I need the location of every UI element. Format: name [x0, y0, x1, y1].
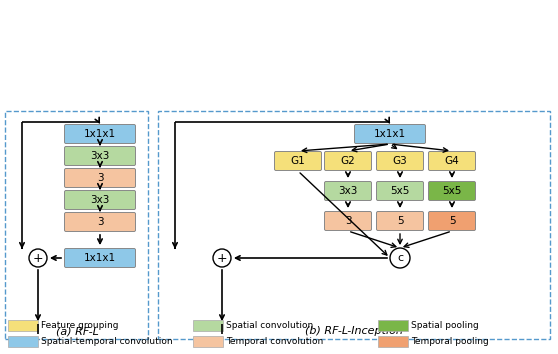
Text: (a) RF-L: (a) RF-L [56, 326, 98, 336]
FancyBboxPatch shape [8, 336, 38, 347]
Text: 5: 5 [449, 216, 455, 226]
Text: 1x1x1: 1x1x1 [374, 129, 406, 139]
Text: 3x3: 3x3 [90, 195, 110, 205]
Text: c: c [397, 253, 403, 263]
Text: (b) RF-L-Inception: (b) RF-L-Inception [305, 326, 403, 336]
Circle shape [29, 249, 47, 267]
FancyBboxPatch shape [377, 182, 424, 200]
Text: Feature grouping: Feature grouping [41, 320, 118, 330]
Text: 5: 5 [397, 216, 403, 226]
FancyBboxPatch shape [354, 125, 426, 143]
FancyBboxPatch shape [378, 320, 408, 331]
FancyBboxPatch shape [8, 320, 38, 331]
Text: 3x3: 3x3 [338, 186, 358, 196]
Text: 3x3: 3x3 [90, 151, 110, 161]
Text: 5x5: 5x5 [390, 186, 410, 196]
FancyBboxPatch shape [377, 152, 424, 171]
FancyBboxPatch shape [429, 182, 475, 200]
FancyBboxPatch shape [325, 211, 372, 230]
FancyBboxPatch shape [429, 152, 475, 171]
FancyBboxPatch shape [377, 211, 424, 230]
Text: G4: G4 [445, 156, 459, 166]
FancyBboxPatch shape [65, 212, 136, 232]
Circle shape [390, 248, 410, 268]
FancyBboxPatch shape [325, 152, 372, 171]
FancyBboxPatch shape [193, 320, 223, 331]
Text: Spatial pooling: Spatial pooling [411, 320, 479, 330]
Text: +: + [217, 251, 227, 264]
FancyBboxPatch shape [65, 190, 136, 210]
Text: 3: 3 [97, 173, 103, 183]
Text: Spatial convolution: Spatial convolution [226, 320, 313, 330]
Text: 1x1x1: 1x1x1 [84, 129, 116, 139]
FancyBboxPatch shape [378, 336, 408, 347]
FancyBboxPatch shape [65, 147, 136, 166]
Text: Temporal convolution: Temporal convolution [226, 337, 323, 346]
Text: 5x5: 5x5 [442, 186, 461, 196]
FancyBboxPatch shape [65, 125, 136, 143]
Circle shape [213, 249, 231, 267]
FancyBboxPatch shape [429, 211, 475, 230]
Text: Spatial-temporal convolution: Spatial-temporal convolution [41, 337, 172, 346]
FancyBboxPatch shape [193, 336, 223, 347]
FancyBboxPatch shape [275, 152, 321, 171]
FancyBboxPatch shape [65, 249, 136, 268]
Text: 3: 3 [97, 217, 103, 227]
Text: Temporal pooling: Temporal pooling [411, 337, 489, 346]
Text: G3: G3 [393, 156, 407, 166]
FancyBboxPatch shape [65, 169, 136, 188]
FancyBboxPatch shape [325, 182, 372, 200]
Text: G2: G2 [340, 156, 355, 166]
Text: +: + [33, 251, 44, 264]
Text: G1: G1 [291, 156, 305, 166]
Text: 3: 3 [345, 216, 352, 226]
Text: 1x1x1: 1x1x1 [84, 253, 116, 263]
